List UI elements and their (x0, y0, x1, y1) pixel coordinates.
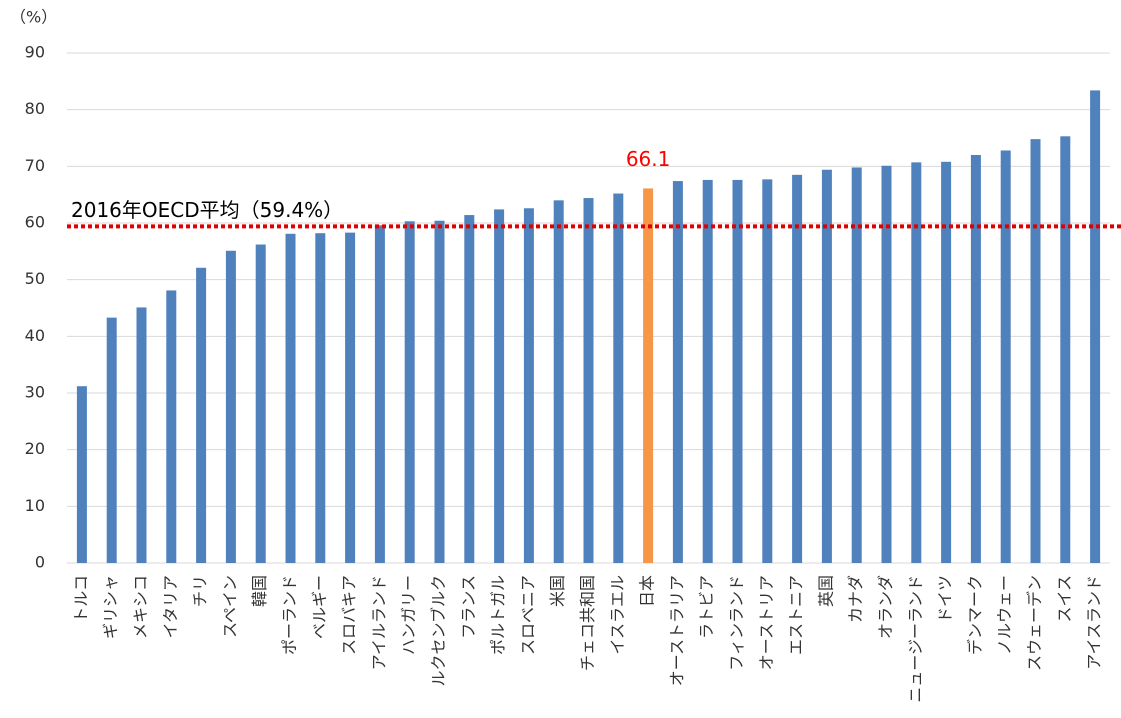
x-tick-label: フィンランド (727, 575, 746, 671)
value-label: 66.1 (626, 147, 671, 171)
y-tick-label: 40 (25, 326, 45, 345)
y-tick-label: 60 (25, 213, 45, 232)
x-tick-label: ドイツ (936, 575, 955, 623)
x-tick-label: イタリア (161, 575, 180, 638)
bar (553, 200, 564, 564)
bar (76, 386, 87, 563)
bar (702, 179, 713, 563)
x-tick-label: スペイン (220, 575, 239, 638)
bar (1090, 90, 1101, 564)
x-tick-label: ハンガリー (399, 575, 418, 655)
x-tick-label: ポーランド (280, 575, 299, 655)
bar (970, 155, 981, 563)
bar (404, 221, 415, 564)
x-tick-label: デンマーク (965, 575, 984, 655)
bar (494, 209, 505, 563)
y-tick-label: 80 (25, 99, 45, 118)
x-tick-label: ルクセンブルク (429, 575, 448, 687)
bar (434, 220, 445, 563)
bar (225, 250, 236, 563)
x-tick-label: イスラエル (608, 575, 627, 655)
bar (136, 307, 147, 563)
bar (941, 161, 952, 564)
x-tick-label: トルコ (71, 575, 90, 623)
bar (1030, 139, 1041, 563)
bar (643, 188, 654, 563)
x-tick-label: スロバキア (340, 575, 359, 655)
x-tick-label: 米国 (548, 575, 567, 607)
x-tick-label: ギリシャ (101, 575, 120, 639)
bar (285, 233, 296, 563)
bar (166, 290, 177, 563)
x-tick-label: オーストラリア (667, 575, 686, 686)
x-tick-label: ニュージーランド (906, 575, 925, 703)
bar (1060, 136, 1071, 564)
bar (1000, 150, 1011, 563)
x-tick-label: ポルトガル (489, 575, 508, 655)
x-tick-label: スロベニア (518, 575, 537, 655)
bar (792, 174, 803, 564)
bar (196, 267, 207, 563)
x-tick-label: オランダ (876, 575, 895, 639)
x-tick-label: ラトビア (697, 575, 716, 639)
x-tick-label: ベルギー (310, 575, 329, 639)
bar (762, 179, 773, 563)
bar (523, 208, 534, 563)
bar (464, 215, 475, 564)
bar (106, 317, 117, 563)
bar (911, 162, 922, 563)
bar (821, 169, 832, 563)
x-tick-label: チリ (191, 575, 210, 607)
x-tick-label: アイスランド (1085, 575, 1104, 670)
bar (345, 232, 356, 563)
x-tick-label: チェコ共和国 (578, 575, 597, 671)
bar (851, 167, 862, 563)
reference-label: 2016年OECD平均（59.4%） (71, 198, 343, 222)
y-tick-label: 50 (25, 269, 45, 288)
unit-label: （%） (10, 8, 57, 27)
y-tick-label: 20 (25, 439, 45, 458)
x-tick-label: スイス (1055, 575, 1074, 623)
bar (374, 225, 385, 563)
y-tick-label: 30 (25, 383, 45, 402)
y-tick-label: 90 (25, 43, 45, 62)
y-tick-label: 10 (25, 496, 45, 515)
x-tick-label: アイルランド (369, 575, 388, 670)
x-tick-label: 韓国 (250, 575, 269, 607)
x-tick-label: エストニア (787, 575, 806, 655)
bar (881, 165, 892, 563)
y-tick-label: 0 (35, 553, 45, 572)
x-tick-label: 日本 (638, 575, 657, 607)
x-tick-label: 英国 (816, 575, 835, 607)
x-tick-label: スウェーデン (1025, 575, 1044, 671)
y-tick-label: 70 (25, 156, 45, 175)
bar (613, 193, 624, 564)
x-tick-label: オーストリア (757, 575, 776, 670)
x-tick-label: カナダ (846, 575, 865, 623)
x-tick-label: ノルウェー (995, 575, 1014, 655)
bar (315, 233, 326, 563)
bar (672, 181, 683, 564)
bar (583, 198, 594, 564)
x-tick-label: メキシコ (131, 575, 150, 639)
bar (255, 244, 266, 564)
bar (732, 179, 743, 563)
x-tick-label: フランス (459, 575, 478, 639)
